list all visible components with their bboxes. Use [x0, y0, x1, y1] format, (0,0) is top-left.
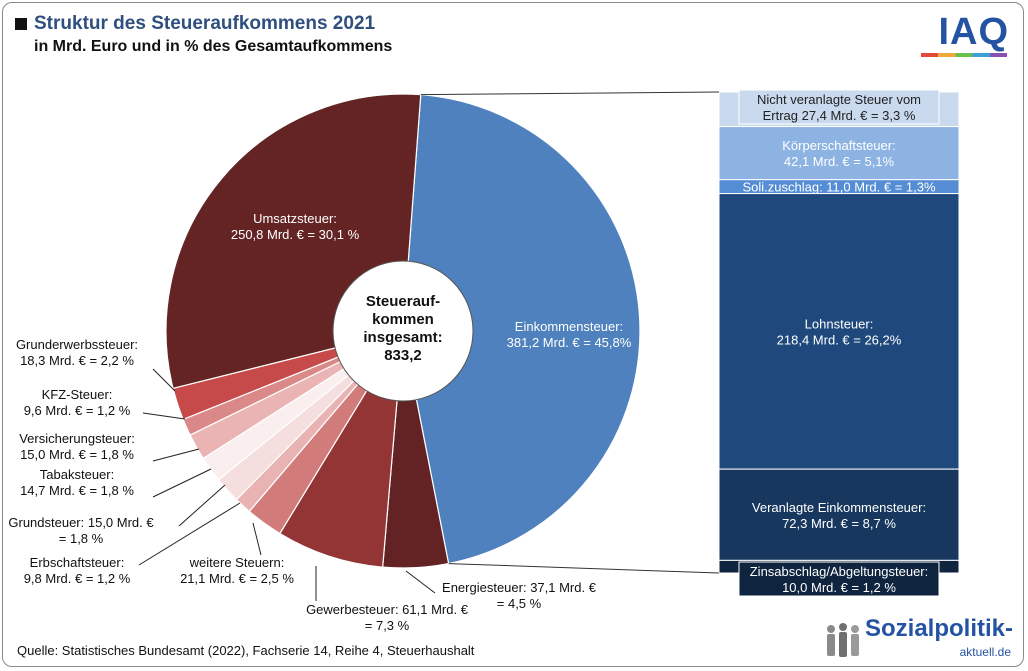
leader-line-erbschaftsteuer	[138, 502, 241, 566]
chart-subtitle: in Mrd. Euro und in % des Gesamtaufkomme…	[34, 38, 393, 55]
slice-label-gewerbesteuer: Gewerbesteuer: 61,1 Mrd. € = 7,3 %	[306, 602, 469, 633]
breakdown-label-veranlagte-einkommensteuer: Veranlagte Einkommensteuer: 72,3 Mrd. € =…	[752, 500, 926, 531]
source-note: Quelle: Statistisches Bundesamt (2022), …	[17, 643, 475, 658]
leader-line-energiesteuer	[405, 570, 436, 594]
pie-center-hole	[332, 260, 474, 402]
breakdown-segment-veranlagte-einkommensteuer	[718, 468, 960, 561]
slice-label-energiesteuer: Energiesteuer: 37,1 Mrd. € = 4,5 %	[442, 580, 597, 611]
connector-line-bottom	[448, 563, 720, 574]
title-bullet-icon	[15, 18, 27, 30]
leader-line-grundsteuer	[178, 484, 226, 527]
chart-title: Struktur des Steueraufkommens 2021	[34, 13, 376, 34]
slice-label-grundsteuer: Grundsteuer: 15,0 Mrd. € = 1,8 %	[8, 515, 154, 546]
iaq-logo-color-bar	[921, 53, 1007, 57]
title-row: Struktur des Steueraufkommens 2021	[15, 13, 392, 35]
pie-chart-svg: Steuerauf-kommen insgesamt: 833,2 Nicht ver…	[8, 89, 960, 633]
breakdown-label-box-zinsabschlag-abgeltungsteuer	[738, 561, 940, 597]
sozialpolitik-logo: Sozialpolitik- aktuell.de	[823, 615, 1013, 661]
sozialpolitik-subtitle: aktuell.de	[959, 645, 1011, 659]
leader-line-tabaksteuer	[152, 468, 212, 498]
leader-line-versicherungsteuer	[152, 448, 200, 462]
iaq-logo: IAQ	[938, 11, 1009, 53]
slice-label-grunderwerbssteuer: Grunderwerbssteuer: 18,3 Mrd. € = 2,2 %	[16, 337, 138, 368]
breakdown-segment-lohnsteuer	[718, 193, 960, 470]
slice-label-versicherungsteuer: Versicherungsteuer: 15,0 Mrd. € = 1,8 %	[19, 431, 135, 462]
breakdown-label-k-rperschaftsteuer: Körperschaftsteuer: 42,1 Mrd. € = 5,1%	[782, 138, 895, 169]
breakdown-label-lohnsteuer: Lohnsteuer: 218,4 Mrd. € = 26,2%	[777, 316, 902, 347]
leader-line-kfz-steuer	[142, 412, 186, 420]
breakdown-label-zinsabschlag-abgeltungsteuer: Zinsabschlag/Abgeltungsteuer: 10,0 Mrd. €…	[750, 564, 929, 595]
pie-slice-einkommensteuer	[402, 94, 641, 565]
pie-center-label: Steuerauf-kommen insgesamt: 833,2	[363, 293, 442, 364]
slice-label-einkommensteuer: Einkommensteuer: 381,2 Mrd. € = 45,8%	[507, 319, 632, 350]
slice-label-erbschaftsteuer: Erbschaftsteuer: 9,8 Mrd. € = 1,2 %	[24, 555, 131, 586]
slice-label-tabaksteuer: Tabaksteuer: 14,7 Mrd. € = 1,8 %	[20, 467, 134, 498]
slice-label-weitere-steuern: weitere Steuern: 21,1 Mrd. € = 2,5 %	[180, 555, 294, 586]
title-block: Struktur des Steueraufkommens 2021 in Mr…	[15, 13, 392, 56]
slice-label-umsatzsteuer: Umsatzsteuer: 250,8 Mrd. € = 30,1 %	[231, 211, 360, 242]
sozialpolitik-title: Sozialpolitik-	[865, 615, 1014, 642]
breakdown-label-box-nicht-veranlagte-steuer-vom-ertrag	[738, 89, 940, 125]
breakdown-label-nicht-veranlagte-steuer-vom-ertrag: Nicht veranlagte Steuer vom Ertrag 27,4 M…	[757, 92, 921, 123]
leader-line-weitere-steuern	[252, 522, 262, 556]
connector-line-top	[420, 91, 720, 96]
people-silhouettes-icon	[827, 623, 859, 657]
leader-line-grunderwerbssteuer	[152, 368, 176, 392]
breakdown-label-soli-zuschlag: Soli.zuschlag: 11,0 Mrd. € = 1,3%	[742, 180, 935, 195]
breakdown-segment-k-rperschaftsteuer	[718, 126, 960, 181]
slice-label-kfz-steuer: KFZ-Steuer: 9,6 Mrd. € = 1,2 %	[24, 387, 131, 418]
